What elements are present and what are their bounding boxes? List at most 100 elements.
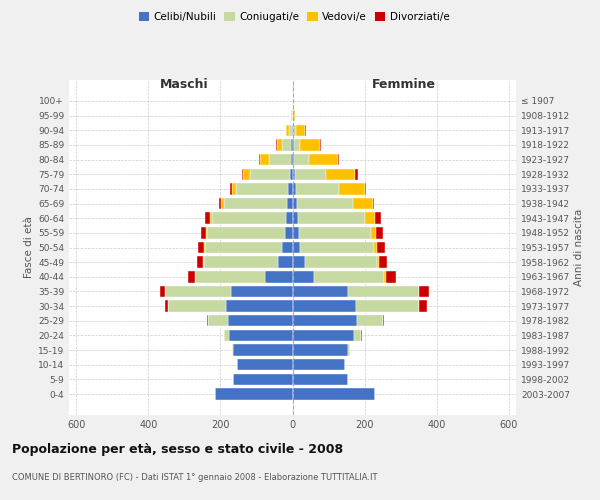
Bar	[203, 256, 204, 268]
Bar	[419, 286, 430, 297]
Bar	[212, 212, 286, 224]
Bar	[290, 154, 293, 166]
Bar	[356, 300, 419, 312]
Bar	[205, 212, 211, 224]
Bar	[292, 110, 293, 122]
Bar	[296, 124, 305, 136]
Bar	[297, 198, 353, 209]
Bar	[227, 315, 293, 326]
Bar	[244, 168, 250, 180]
Bar	[204, 242, 205, 253]
Bar	[295, 154, 309, 166]
Bar	[309, 154, 338, 166]
Bar	[293, 359, 345, 370]
Text: Maschi: Maschi	[160, 78, 209, 90]
Text: COMUNE DI BERTINORO (FC) - Dati ISTAT 1° gennaio 2008 - Elaborazione TUTTITALIA.: COMUNE DI BERTINORO (FC) - Dati ISTAT 1°…	[12, 472, 377, 482]
Bar	[377, 242, 385, 253]
Bar	[293, 212, 298, 224]
Bar	[260, 154, 269, 166]
Bar	[293, 154, 295, 166]
Y-axis label: Fasce di età: Fasce di età	[24, 216, 34, 278]
Bar	[286, 212, 293, 224]
Bar	[221, 198, 224, 209]
Bar	[206, 227, 207, 238]
Bar	[374, 242, 377, 253]
Bar	[293, 139, 300, 150]
Bar	[354, 330, 361, 341]
Bar	[224, 198, 287, 209]
Bar	[287, 198, 293, 209]
Bar	[250, 168, 290, 180]
Bar	[200, 227, 206, 238]
Bar	[231, 286, 293, 297]
Bar	[230, 183, 232, 194]
Bar	[288, 183, 293, 194]
Bar	[283, 242, 293, 253]
Bar	[292, 124, 293, 136]
Bar	[300, 139, 320, 150]
Bar	[207, 315, 208, 326]
Legend: Celibi/Nubili, Coniugati/e, Vedovi/e, Divorziati/e: Celibi/Nubili, Coniugati/e, Vedovi/e, Di…	[134, 8, 454, 26]
Bar	[386, 271, 395, 282]
Bar	[195, 271, 265, 282]
Bar	[305, 124, 306, 136]
Bar	[340, 183, 365, 194]
Bar	[165, 300, 168, 312]
Bar	[293, 388, 376, 400]
Bar	[233, 374, 293, 385]
Bar	[293, 256, 305, 268]
Bar	[293, 286, 349, 297]
Bar	[293, 168, 295, 180]
Bar	[242, 168, 244, 180]
Bar	[293, 183, 296, 194]
Bar	[373, 198, 374, 209]
Bar	[419, 300, 427, 312]
Bar	[284, 227, 293, 238]
Bar	[168, 300, 226, 312]
Text: Popolazione per età, sesso e stato civile - 2008: Popolazione per età, sesso e stato civil…	[12, 442, 343, 456]
Text: Femmine: Femmine	[372, 78, 436, 90]
Bar	[208, 315, 227, 326]
Bar	[236, 359, 293, 370]
Bar	[286, 124, 289, 136]
Bar	[276, 139, 277, 150]
Bar	[269, 154, 290, 166]
Bar	[277, 139, 283, 150]
Bar	[293, 330, 354, 341]
Bar	[197, 242, 204, 253]
Bar	[376, 227, 383, 238]
Bar	[305, 256, 377, 268]
Bar	[293, 271, 314, 282]
Bar	[290, 168, 293, 180]
Bar	[204, 256, 278, 268]
Bar	[326, 168, 355, 180]
Bar	[278, 256, 293, 268]
Bar	[299, 227, 371, 238]
Bar	[188, 271, 195, 282]
Bar	[365, 183, 367, 194]
Bar	[265, 271, 293, 282]
Bar	[349, 344, 350, 356]
Bar	[383, 315, 385, 326]
Bar	[293, 110, 295, 122]
Bar	[355, 168, 358, 180]
Bar	[365, 212, 374, 224]
Bar	[301, 242, 374, 253]
Bar	[218, 198, 221, 209]
Bar	[197, 256, 203, 268]
Bar	[233, 344, 293, 356]
Bar	[207, 227, 284, 238]
Bar	[224, 330, 229, 341]
Bar	[293, 344, 349, 356]
Bar	[385, 271, 386, 282]
Bar	[211, 212, 212, 224]
Bar	[298, 212, 365, 224]
Bar	[226, 300, 293, 312]
Bar	[293, 315, 358, 326]
Bar	[293, 242, 301, 253]
Bar	[293, 227, 299, 238]
Bar	[353, 198, 373, 209]
Bar	[293, 374, 349, 385]
Bar	[291, 110, 292, 122]
Bar	[314, 271, 385, 282]
